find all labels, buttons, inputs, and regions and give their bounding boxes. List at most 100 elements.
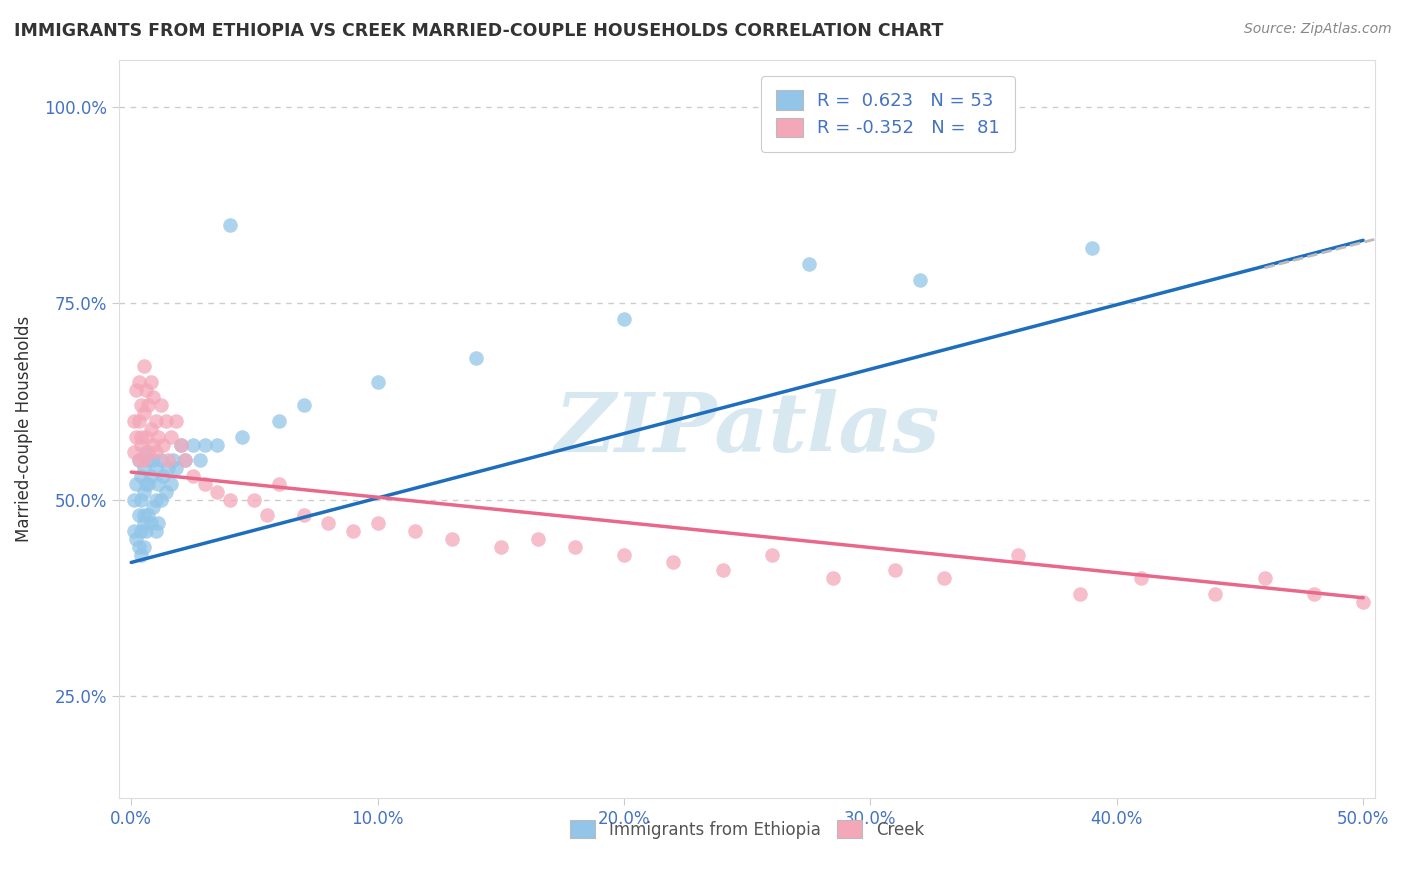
Point xyxy=(142,391,165,405)
Point xyxy=(662,556,685,570)
Point xyxy=(1253,571,1275,585)
Point xyxy=(135,524,157,538)
Point xyxy=(188,453,211,467)
Point xyxy=(613,548,636,562)
Point xyxy=(174,453,197,467)
Point xyxy=(1302,587,1324,601)
Point xyxy=(125,383,148,397)
Point xyxy=(207,437,229,451)
Point xyxy=(884,563,907,577)
Point xyxy=(132,461,155,475)
Point xyxy=(142,500,165,515)
Point xyxy=(129,524,152,538)
Point xyxy=(564,540,586,554)
Point xyxy=(129,492,152,507)
Point xyxy=(128,414,150,428)
Point xyxy=(1353,595,1375,609)
Point xyxy=(613,311,636,326)
Point xyxy=(367,375,389,389)
Point xyxy=(122,524,145,538)
Point xyxy=(823,571,845,585)
Point xyxy=(128,508,150,523)
Point xyxy=(908,272,931,286)
Point xyxy=(128,540,150,554)
Point xyxy=(142,453,165,467)
Point xyxy=(194,437,217,451)
Point xyxy=(129,548,152,562)
Point xyxy=(157,453,180,467)
Point xyxy=(181,469,204,483)
Point xyxy=(292,398,315,412)
Point xyxy=(797,257,820,271)
Point xyxy=(122,445,145,459)
Point xyxy=(129,430,152,444)
Text: ZIPatlas: ZIPatlas xyxy=(554,389,941,469)
Point xyxy=(157,461,180,475)
Point xyxy=(243,492,266,507)
Point xyxy=(292,508,315,523)
Point xyxy=(128,453,150,467)
Point xyxy=(194,476,217,491)
Point xyxy=(139,422,162,436)
Point xyxy=(142,437,165,451)
Text: IMMIGRANTS FROM ETHIOPIA VS CREEK MARRIED-COUPLE HOUSEHOLDS CORRELATION CHART: IMMIGRANTS FROM ETHIOPIA VS CREEK MARRIE… xyxy=(14,22,943,40)
Point xyxy=(149,398,172,412)
Point xyxy=(139,375,162,389)
Point xyxy=(125,430,148,444)
Point xyxy=(145,414,167,428)
Point xyxy=(138,453,160,467)
Point xyxy=(125,476,148,491)
Point xyxy=(128,453,150,467)
Point xyxy=(148,430,170,444)
Point xyxy=(152,437,174,451)
Point xyxy=(174,453,197,467)
Point xyxy=(132,516,155,530)
Point xyxy=(148,516,170,530)
Point xyxy=(128,375,150,389)
Point xyxy=(404,524,426,538)
Point xyxy=(148,476,170,491)
Point xyxy=(761,548,783,562)
Point xyxy=(139,516,162,530)
Point xyxy=(122,414,145,428)
Y-axis label: Married-couple Households: Married-couple Households xyxy=(15,316,32,542)
Point xyxy=(1069,587,1091,601)
Point xyxy=(155,484,177,499)
Point xyxy=(934,571,956,585)
Point xyxy=(1007,548,1029,562)
Point xyxy=(489,540,512,554)
Point xyxy=(135,445,157,459)
Point xyxy=(159,430,181,444)
Point xyxy=(1376,595,1399,609)
Point xyxy=(132,406,155,420)
Point xyxy=(145,445,167,459)
Point xyxy=(129,437,152,451)
Point xyxy=(129,469,152,483)
Point xyxy=(256,508,278,523)
Point xyxy=(135,383,157,397)
Point xyxy=(318,516,340,530)
Point xyxy=(122,492,145,507)
Point xyxy=(145,492,167,507)
Point xyxy=(149,453,172,467)
Point xyxy=(218,492,240,507)
Point xyxy=(267,476,290,491)
Point xyxy=(465,351,488,366)
Point xyxy=(207,484,229,499)
Point xyxy=(440,532,463,546)
Point xyxy=(132,453,155,467)
Point xyxy=(132,508,155,523)
Point xyxy=(152,469,174,483)
Point xyxy=(231,430,253,444)
Point xyxy=(149,492,172,507)
Point xyxy=(132,359,155,373)
Point xyxy=(169,437,191,451)
Point xyxy=(169,437,191,451)
Point xyxy=(181,437,204,451)
Point xyxy=(711,563,734,577)
Point xyxy=(135,476,157,491)
Point xyxy=(132,484,155,499)
Point xyxy=(135,430,157,444)
Text: Source: ZipAtlas.com: Source: ZipAtlas.com xyxy=(1244,22,1392,37)
Point xyxy=(218,218,240,232)
